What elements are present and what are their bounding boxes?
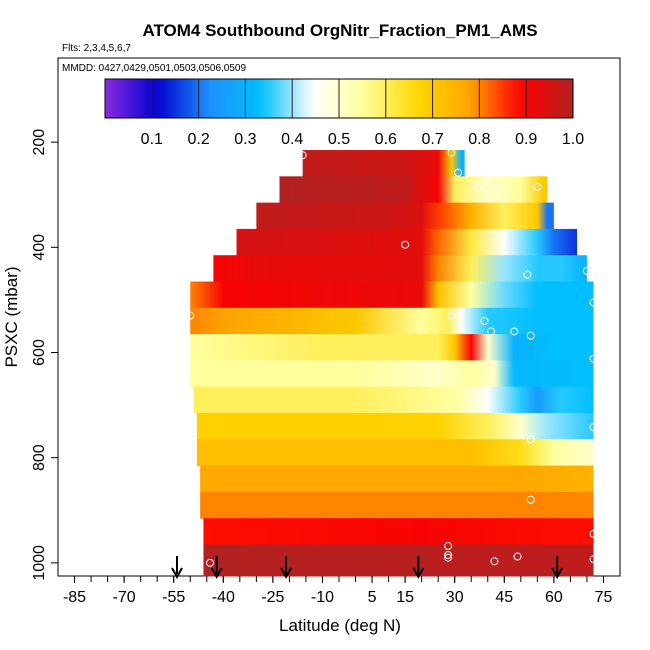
sample-point xyxy=(490,557,499,566)
colorbar-tick-label: 0.6 xyxy=(375,131,397,148)
x-axis-label: Latitude (deg N) xyxy=(279,616,401,635)
sample-point xyxy=(523,270,532,279)
heatmap-layer xyxy=(190,150,594,577)
heatmap-row xyxy=(279,176,548,204)
colorbar-tick-label: 0.4 xyxy=(281,131,303,148)
sample-points xyxy=(186,148,598,567)
sample-point xyxy=(447,148,456,157)
sample-point xyxy=(447,311,456,320)
dates-label: MMDD: 0427,0429,0501,0503,0506,0509 xyxy=(62,63,246,74)
y-tick-label: 600 xyxy=(31,339,48,366)
x-tick-label: 15 xyxy=(396,589,414,606)
heatmap-row xyxy=(203,518,594,545)
y-tick-label: 400 xyxy=(31,234,48,261)
heatmap-row xyxy=(193,386,594,414)
x-tick-label: -55 xyxy=(162,589,185,606)
heatmap-row xyxy=(213,255,587,283)
arrow-marker xyxy=(210,556,223,580)
colorbar-tick-label: 0.3 xyxy=(234,131,256,148)
colorbar-tick-label: 0.1 xyxy=(141,131,163,148)
sample-point xyxy=(589,423,598,432)
y-tick-label: 200 xyxy=(31,129,48,156)
arrow-marker xyxy=(280,556,292,580)
heatmap-row xyxy=(236,228,578,256)
heatmap-row xyxy=(203,544,594,572)
sample-point xyxy=(473,182,482,191)
sample-point xyxy=(526,331,535,340)
heatmap-row xyxy=(200,465,594,493)
heatmap-row xyxy=(190,334,594,361)
colorbar-tick-label: 0.8 xyxy=(468,131,490,148)
sample-point xyxy=(589,354,598,363)
heatmap-row xyxy=(203,570,594,577)
sample-point xyxy=(444,550,453,559)
colorbar-tick-label: 0.2 xyxy=(187,131,209,148)
colorbar-tick-label: 0.7 xyxy=(421,131,443,148)
colorbar-tick-label: 0.9 xyxy=(515,131,537,148)
y-axis: 200 400 600 800 1000 xyxy=(31,129,58,581)
y-tick-label: 800 xyxy=(31,444,48,471)
sample-point xyxy=(454,168,463,177)
sample-point xyxy=(401,240,410,249)
x-axis: -85 -70 -55 -40 -25 -10 5 15 30 45 60 75 xyxy=(63,576,613,606)
arrow-marker xyxy=(412,556,425,580)
sample-point xyxy=(510,327,519,336)
y-tick-label: 1000 xyxy=(31,545,48,581)
sample-point xyxy=(582,266,591,275)
sample-point xyxy=(589,555,598,564)
colorbar: 0.1 0.2 0.3 0.4 0.5 0.6 0.7 0.8 0.9 1.0 xyxy=(104,78,584,148)
flights-label: Flts: 2,3,4,5,6,7 xyxy=(62,43,131,54)
arrow-marker xyxy=(551,556,564,580)
sample-point xyxy=(444,553,453,562)
x-tick-label: -25 xyxy=(261,589,284,606)
heatmap-row xyxy=(256,202,554,230)
x-tick-label: -10 xyxy=(311,589,334,606)
sample-point xyxy=(589,529,598,538)
x-tick-label: 30 xyxy=(446,589,464,606)
x-tick-label: 60 xyxy=(545,589,563,606)
colorbar-tick-label: 1.0 xyxy=(562,131,584,148)
sample-point xyxy=(298,151,307,160)
sample-point xyxy=(513,552,522,561)
heatmap-row xyxy=(196,439,594,467)
heatmap-row xyxy=(190,360,594,388)
sample-point xyxy=(444,542,453,551)
x-tick-label: -70 xyxy=(113,589,136,606)
colorbar-tick-label: 0.5 xyxy=(328,131,350,148)
sample-point xyxy=(487,327,496,336)
sample-point xyxy=(533,182,542,191)
sample-point xyxy=(589,298,598,307)
x-tick-label: -40 xyxy=(212,589,235,606)
arrow-marker xyxy=(171,556,183,580)
x-tick-label: -85 xyxy=(63,589,86,606)
x-tick-label: 5 xyxy=(368,589,377,606)
sample-point xyxy=(186,311,195,320)
sample-point xyxy=(480,316,489,325)
heatmap-row xyxy=(302,150,465,177)
heatmap-row xyxy=(190,281,594,309)
x-tick-label: 45 xyxy=(495,589,513,606)
heatmap-row xyxy=(196,412,594,440)
sample-point xyxy=(526,495,535,504)
sample-point xyxy=(526,435,535,444)
heatmap-row xyxy=(190,307,594,335)
sample-point xyxy=(192,558,201,567)
heatmap-row xyxy=(200,491,594,519)
sample-point xyxy=(206,558,215,567)
chart-title: ATOM4 Southbound OrgNitr_Fraction_PM1_AM… xyxy=(142,21,537,40)
x-tick-label: 75 xyxy=(595,589,613,606)
flight-arrows xyxy=(171,556,564,580)
y-axis-label: PSXC (mbar) xyxy=(2,266,21,367)
